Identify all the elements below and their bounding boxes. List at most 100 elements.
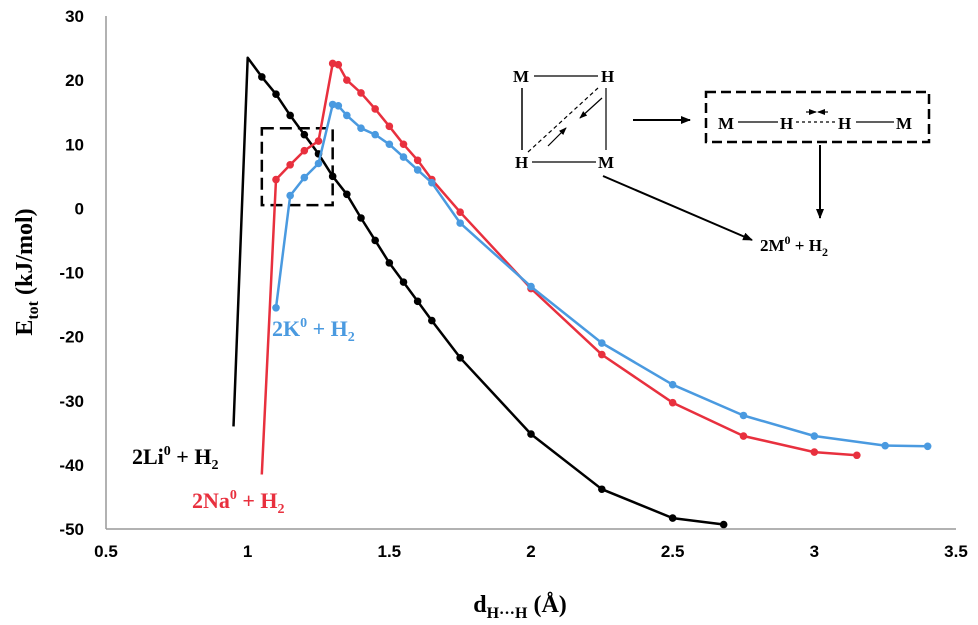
series-line — [260, 62, 857, 475]
y-tick-label: 20 — [65, 71, 84, 90]
data-point — [272, 303, 280, 312]
axes — [105, 16, 956, 530]
inset-linear-atom-3: H — [838, 114, 851, 133]
data-point — [385, 259, 394, 267]
inset-linear-atom-4: M — [896, 114, 912, 133]
data-point — [286, 160, 294, 169]
y-tick-label: 10 — [65, 135, 84, 154]
data-point — [413, 156, 422, 165]
data-point — [300, 130, 309, 139]
inset-linear-atom-1: M — [718, 114, 734, 133]
inset-linear-atom-2: H — [780, 114, 793, 133]
data-point — [385, 122, 394, 131]
data-point — [328, 100, 337, 109]
y-tick-label: -10 — [59, 264, 84, 283]
data-point — [272, 175, 280, 184]
data-point — [810, 432, 819, 440]
y-tick-label: -30 — [59, 392, 84, 411]
data-point — [343, 111, 351, 120]
inset-diagonal-dashed — [527, 87, 599, 153]
data-point — [357, 124, 365, 133]
data-point — [328, 172, 337, 181]
inset-square-top-right: H — [601, 67, 614, 86]
data-point — [810, 448, 819, 456]
data-point — [456, 208, 464, 217]
data-point — [739, 411, 748, 420]
x-tick-label: 1 — [243, 542, 252, 561]
data-point — [314, 159, 323, 168]
series-label-na: 2Na0 + H2 — [192, 488, 285, 517]
data-point — [399, 278, 408, 286]
inset-linear-box — [704, 90, 931, 144]
data-point — [334, 60, 343, 69]
x-tick-label: 2 — [526, 542, 535, 561]
y-tick-label: -50 — [59, 520, 84, 539]
data-point — [853, 451, 861, 460]
data-point — [314, 137, 323, 145]
inset-product-label: 2M0 + H2 — [760, 233, 828, 259]
x-tick-label: 3 — [810, 542, 819, 561]
y-axis-title: Etot(kJ/mol) — [12, 208, 42, 335]
y-tick-label: -40 — [59, 456, 84, 475]
data-point — [371, 130, 379, 139]
data-point — [300, 146, 309, 155]
data-point — [413, 297, 422, 306]
data-point — [719, 520, 728, 529]
series-lines — [232, 56, 932, 529]
data-point — [399, 140, 408, 149]
data-point — [456, 353, 464, 362]
series-label-li: 2Li0 + H2 — [132, 444, 218, 473]
series-line — [232, 56, 724, 526]
data-point — [272, 90, 280, 99]
x-tick-label: 2.5 — [661, 542, 685, 561]
y-tick-label: -20 — [59, 328, 84, 347]
data-point — [881, 441, 889, 450]
x-tick-label: 0.5 — [94, 542, 118, 561]
inset-square-bottom-left: H — [515, 153, 528, 172]
y-tick-label: 0 — [75, 199, 84, 218]
data-point — [527, 430, 535, 438]
data-point — [328, 59, 337, 68]
reaction-mechanism-inset: M H H M M H H M 2M0 + H2 — [513, 67, 931, 259]
data-point — [371, 236, 379, 245]
data-point — [668, 398, 677, 407]
inset-arrow-diag-product — [602, 175, 753, 241]
inset-arrow-down — [579, 97, 603, 119]
inset-square-bottom-right: M — [598, 153, 614, 172]
data-point — [598, 339, 606, 347]
data-point — [357, 214, 365, 222]
data-point — [300, 173, 309, 182]
inset-arrow-up — [547, 127, 567, 147]
data-point — [527, 282, 535, 291]
x-tick-label: 1.5 — [378, 542, 402, 561]
x-tick-labels: 0.5 1 1.5 2 2.5 3 3.5 — [94, 542, 968, 561]
data-point — [371, 105, 379, 113]
series-label-k: 2K0 + H2 — [272, 316, 355, 345]
data-point — [399, 153, 408, 161]
data-point — [286, 191, 294, 200]
series-1 — [260, 59, 861, 475]
data-point — [598, 485, 606, 494]
data-point — [286, 111, 294, 120]
data-point — [598, 350, 606, 359]
data-point — [334, 101, 343, 110]
data-point — [258, 73, 266, 81]
x-axis-title: dH···H (Å) — [473, 592, 567, 622]
data-point — [343, 190, 351, 199]
y-tick-label: 30 — [65, 7, 84, 26]
data-point — [668, 514, 677, 522]
data-point — [923, 442, 932, 451]
inset-square-top-left: M — [513, 67, 529, 86]
y-tick-labels: -50 -40 -30 -20 -10 0 10 20 30 — [59, 7, 84, 539]
series-0 — [232, 56, 728, 529]
data-point — [428, 316, 436, 325]
data-point — [739, 432, 748, 440]
x-tick-label: 3.5 — [944, 542, 968, 561]
data-point — [668, 380, 677, 389]
data-point — [357, 89, 365, 97]
data-point — [385, 140, 394, 149]
data-point — [428, 178, 436, 187]
series-2 — [272, 100, 932, 451]
data-point — [413, 166, 422, 174]
